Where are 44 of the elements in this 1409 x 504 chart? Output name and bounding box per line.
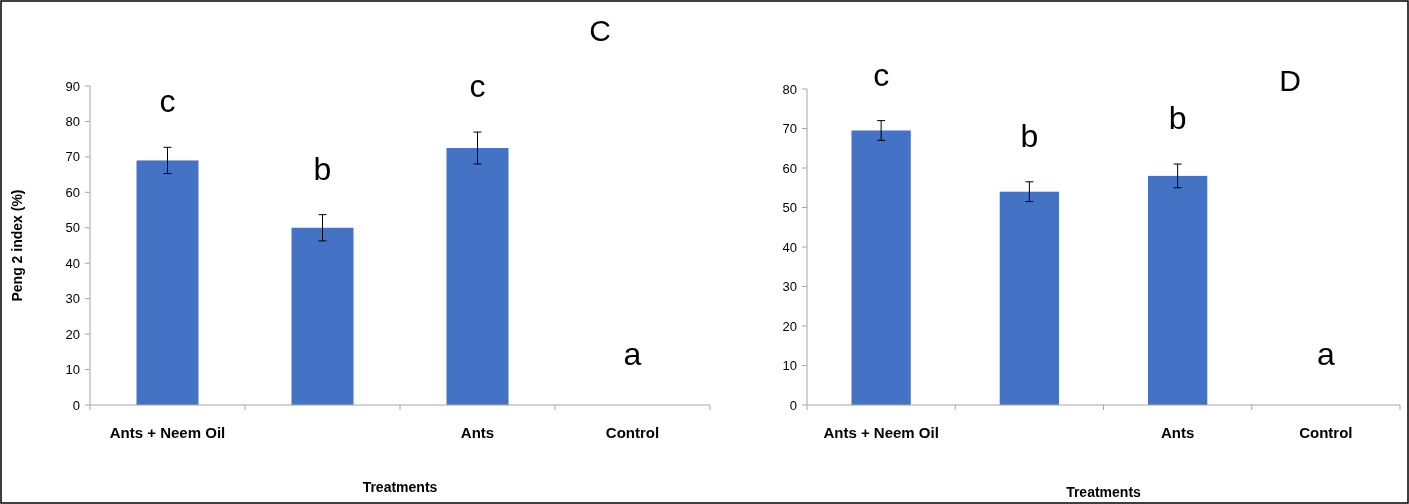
y-tick-label: 10 [65,362,80,378]
y-tick-label: 20 [65,326,80,342]
x-tick-label: Ants + Neem Oil [823,424,939,441]
y-tick-label: 60 [65,184,80,200]
chart-title: C [589,13,611,47]
x-tick-label: Ants + Neem Oil [109,424,226,441]
y-tick-label: 0 [72,397,80,413]
bar [851,130,911,405]
annotation: b [1020,117,1039,154]
y-tick-label: 0 [789,397,797,413]
annotation: c [159,83,176,120]
y-tick-label: 70 [782,121,797,137]
annotation: a [1316,336,1335,372]
y-tick-label: 60 [782,160,797,176]
annotation: b [313,150,332,187]
x-tick-label: Ants [1160,424,1195,441]
y-tick-label: 70 [65,149,80,165]
y-tick-label: 50 [782,200,797,216]
y-tick-label: 40 [782,239,797,255]
bar [999,191,1060,405]
y-tick-label: 90 [65,78,80,94]
y-tick-label: 30 [782,279,797,295]
annotation: a [623,336,642,372]
y-tick-label: 30 [65,291,80,307]
bar [446,148,509,405]
y-tick-label: 10 [782,358,797,374]
x-axis-title: Treatments [1066,484,1142,500]
annotation: c [873,56,890,93]
annotation: b [1168,100,1187,137]
y-tick-label: 20 [782,318,797,334]
chart-title: D [1279,63,1301,97]
bar [136,160,199,405]
y-tick-label: 40 [65,255,80,271]
bar [1147,175,1208,405]
y-tick-label: 50 [65,220,80,236]
x-tick-label: Control [605,424,660,441]
x-axis-title: Treatments [362,479,438,495]
bar [291,227,354,405]
x-tick-label: Ants [460,424,495,441]
x-tick-label: Control [1299,424,1353,441]
y-axis-title: Peng 2 index (%) [9,189,25,302]
y-tick-label: 80 [782,81,797,97]
y-tick-label: 80 [65,113,80,129]
annotation: c [469,68,486,105]
